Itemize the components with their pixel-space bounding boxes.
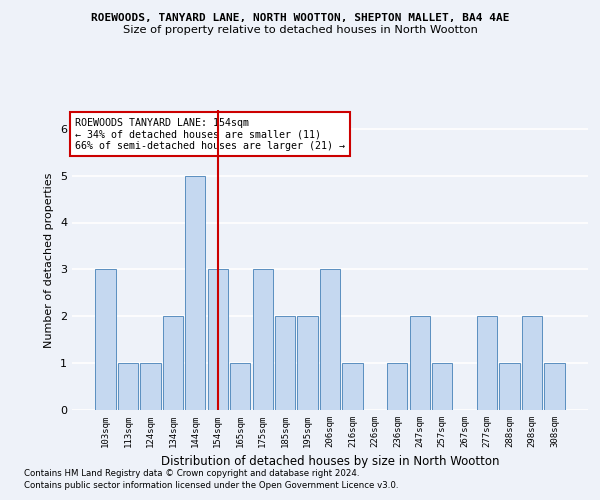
Y-axis label: Number of detached properties: Number of detached properties bbox=[44, 172, 55, 348]
Bar bbox=[320, 270, 340, 410]
Bar bbox=[410, 316, 430, 410]
Bar bbox=[118, 363, 138, 410]
Bar bbox=[140, 363, 161, 410]
Bar bbox=[499, 363, 520, 410]
Bar bbox=[343, 363, 362, 410]
Bar bbox=[275, 316, 295, 410]
Bar bbox=[163, 316, 183, 410]
Bar bbox=[522, 316, 542, 410]
Bar bbox=[185, 176, 205, 410]
Bar bbox=[298, 316, 317, 410]
Text: Contains HM Land Registry data © Crown copyright and database right 2024.: Contains HM Land Registry data © Crown c… bbox=[24, 468, 359, 477]
Bar bbox=[208, 270, 228, 410]
Bar bbox=[230, 363, 250, 410]
Text: ROEWOODS TANYARD LANE: 154sqm
← 34% of detached houses are smaller (11)
66% of s: ROEWOODS TANYARD LANE: 154sqm ← 34% of d… bbox=[74, 118, 344, 150]
Bar bbox=[477, 316, 497, 410]
X-axis label: Distribution of detached houses by size in North Wootton: Distribution of detached houses by size … bbox=[161, 456, 499, 468]
Bar bbox=[387, 363, 407, 410]
Bar bbox=[95, 270, 116, 410]
Bar bbox=[544, 363, 565, 410]
Bar bbox=[432, 363, 452, 410]
Text: Contains public sector information licensed under the Open Government Licence v3: Contains public sector information licen… bbox=[24, 481, 398, 490]
Text: ROEWOODS, TANYARD LANE, NORTH WOOTTON, SHEPTON MALLET, BA4 4AE: ROEWOODS, TANYARD LANE, NORTH WOOTTON, S… bbox=[91, 12, 509, 22]
Text: Size of property relative to detached houses in North Wootton: Size of property relative to detached ho… bbox=[122, 25, 478, 35]
Bar bbox=[253, 270, 273, 410]
